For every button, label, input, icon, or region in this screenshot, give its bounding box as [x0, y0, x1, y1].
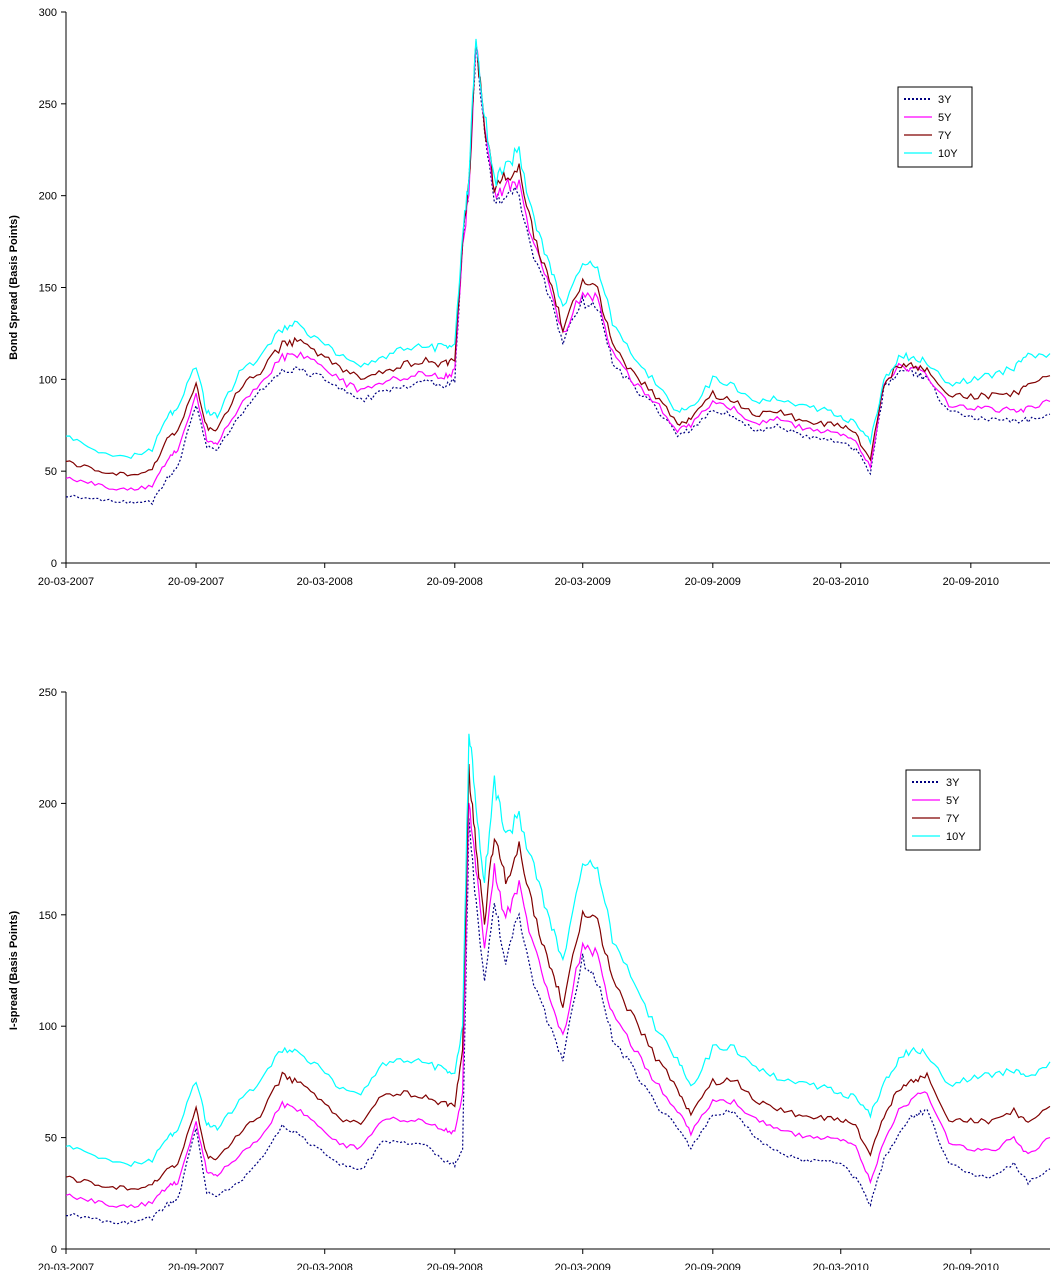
y-tick-label: 250 — [39, 99, 57, 111]
legend-label-3y: 3Y — [938, 94, 952, 106]
x-tick-label: 20-03-2009 — [555, 1262, 611, 1270]
y-tick-label: 150 — [39, 910, 57, 922]
x-tick-label: 20-03-2010 — [813, 576, 869, 588]
x-tick-label: 20-03-2007 — [38, 576, 94, 588]
y-tick-label: 200 — [39, 798, 57, 810]
y-tick-label: 100 — [39, 374, 57, 386]
i-spread-chart: 0 50 100 150 200 250 20-03-2007 20-09-2007 20-03… — [0, 680, 1052, 1270]
legend-label-3y: 3Y — [946, 777, 960, 789]
series-line-3y — [66, 41, 1051, 506]
legend: 3Y 5Y 7Y 10Y — [897, 86, 973, 168]
x-tick-label: 20-03-2009 — [555, 576, 611, 588]
legend-box — [897, 86, 973, 168]
y-tick-label: 50 — [45, 1133, 57, 1145]
y-tick-label: 100 — [39, 1021, 57, 1033]
series-line-5y — [65, 46, 1051, 491]
y-tick-label: 0 — [51, 558, 57, 570]
x-tick-label: 20-09-2009 — [685, 576, 741, 588]
series-line-7y — [65, 763, 1051, 1191]
x-tick-label: 20-09-2008 — [427, 576, 483, 588]
y-tick-label: 150 — [39, 283, 57, 295]
y-tick-label: 300 — [39, 7, 57, 19]
bond-spread-chart-svg: 0 50 100 150 200 250 300 20-03-2007 20-09-2007 20… — [8, 7, 1051, 588]
legend-box — [905, 769, 981, 851]
y-axis-title: I-spread (Basis Points) — [8, 911, 20, 1031]
bond-spread-chart: 0 50 100 150 200 250 300 20-03-2007 20-09-2007 20… — [0, 0, 1052, 600]
series-line-7y — [65, 43, 1051, 477]
x-tick-label: 20-09-2007 — [168, 576, 224, 588]
legend-label-5y: 5Y — [938, 112, 952, 124]
x-tick-label: 20-09-2010 — [943, 1262, 999, 1270]
y-tick-label: 250 — [39, 687, 57, 699]
x-tick-label: 20-09-2007 — [168, 1262, 224, 1270]
x-tick-label: 20-03-2008 — [297, 1262, 353, 1270]
x-tick-label: 20-09-2008 — [427, 1262, 483, 1270]
y-tick-label: 200 — [39, 191, 57, 203]
i-spread-chart-svg: 0 50 100 150 200 250 20-03-2007 20-09-2007 20-03… — [8, 687, 1051, 1270]
series-line-3y — [66, 817, 1051, 1225]
y-axis-title: Bond Spread (Basis Points) — [8, 215, 20, 360]
x-tick-label: 20-09-2010 — [943, 576, 999, 588]
legend: 3Y 5Y 7Y 10Y — [905, 769, 981, 851]
legend-label-7y: 7Y — [946, 813, 960, 825]
x-tick-label: 20-03-2008 — [297, 576, 353, 588]
y-tick-label: 0 — [51, 1244, 57, 1256]
legend-label-5y: 5Y — [946, 795, 960, 807]
legend-label-10y: 10Y — [938, 148, 958, 160]
y-tick-label: 50 — [45, 466, 57, 478]
series-line-10y — [65, 733, 1051, 1167]
x-tick-label: 20-03-2010 — [813, 1262, 869, 1270]
legend-label-10y: 10Y — [946, 831, 966, 843]
series-line-10y — [65, 38, 1051, 460]
legend-label-7y: 7Y — [938, 130, 952, 142]
x-tick-label: 20-03-2007 — [38, 1262, 94, 1270]
x-tick-label: 20-09-2009 — [685, 1262, 741, 1270]
series-line-5y — [65, 802, 1051, 1209]
